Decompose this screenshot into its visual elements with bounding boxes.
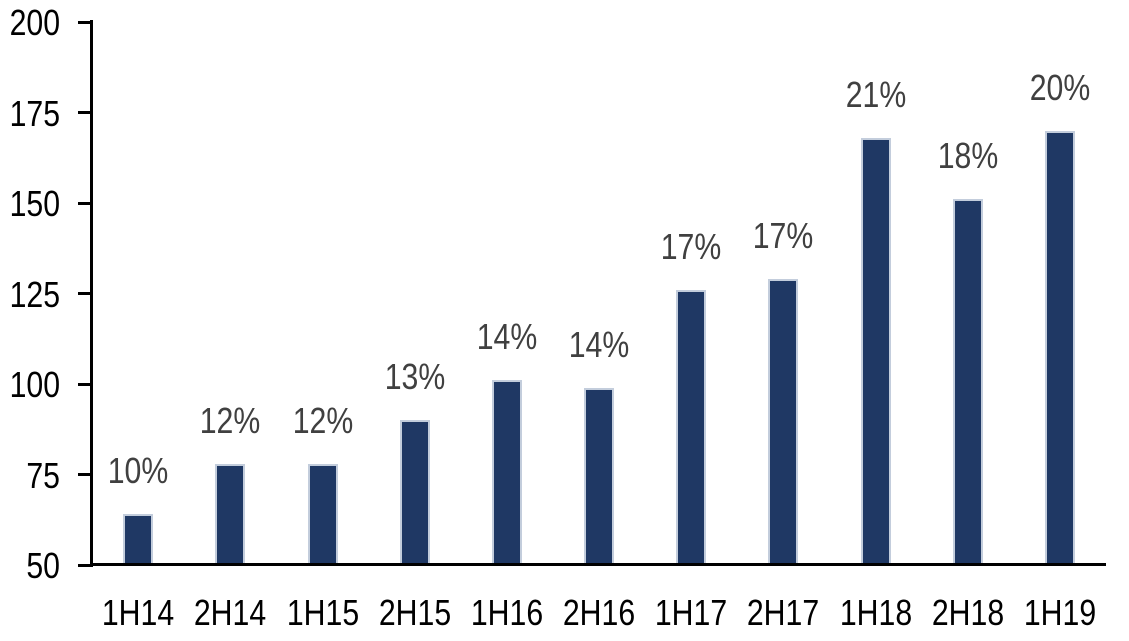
bar-1h17 [676, 289, 707, 565]
bar-1h15 [307, 463, 338, 565]
y-axis-tick-mark [78, 201, 93, 205]
bar-data-label: 21% [845, 73, 906, 115]
bar-data-label: 17% [753, 215, 814, 256]
bar-1h19 [1044, 130, 1075, 565]
y-axis-tick-mark [78, 473, 93, 476]
bar-data-label: 20% [1029, 66, 1091, 108]
y-axis-tick-label: 175 [9, 92, 61, 134]
x-axis-tick-label: 1H14 [101, 592, 175, 633]
bar-2h16 [584, 387, 614, 565]
bar-2h17 [768, 279, 799, 565]
bar-data-label: 17% [660, 225, 722, 267]
bar-1h18 [860, 137, 891, 565]
bar-2h14 [215, 463, 246, 565]
x-axis-tick-label: 2H18 [931, 592, 1004, 633]
bar-data-label: 13% [384, 356, 445, 398]
y-axis-tick-mark [78, 292, 93, 295]
x-axis-tick-label: 1H19 [1023, 592, 1097, 633]
x-axis-tick-label: 1H18 [839, 592, 912, 633]
y-axis-tick-label: 125 [9, 273, 61, 315]
y-axis-tick-label: 200 [9, 2, 61, 43]
x-axis-tick-label: 2H15 [378, 592, 451, 633]
x-axis-tick-label: 1H17 [655, 592, 728, 633]
x-axis-tick-label: 2H16 [562, 592, 636, 633]
bar-data-label: 18% [937, 135, 998, 177]
y-axis-tick-mark [78, 20, 93, 24]
bar-data-label: 12% [200, 399, 261, 441]
y-axis-tick-label: 150 [9, 183, 61, 224]
bar-1h16 [491, 380, 522, 565]
bar-data-label: 10% [107, 450, 169, 492]
y-axis-line [90, 20, 93, 566]
x-axis-tick-label: 2H14 [194, 592, 267, 633]
bar-data-label: 14% [568, 323, 630, 365]
bar-2h18 [952, 199, 983, 565]
bar-data-label: 14% [476, 316, 538, 358]
x-axis-tick-label: 1H15 [286, 592, 359, 633]
y-axis-tick-label: 75 [26, 454, 60, 496]
x-axis-tick-label: 1H16 [470, 592, 543, 633]
y-axis-tick-mark [78, 563, 93, 567]
bar-data-label: 12% [292, 399, 353, 441]
y-axis-tick-mark [78, 111, 93, 114]
bar-2h15 [399, 420, 430, 565]
y-axis-tick-label: 50 [26, 545, 60, 586]
y-axis-tick-mark [78, 382, 93, 386]
x-axis-line [90, 563, 1106, 566]
bar-1h14 [123, 514, 154, 565]
y-axis-tick-label: 100 [9, 364, 61, 405]
x-axis-tick-label: 2H17 [747, 592, 820, 633]
